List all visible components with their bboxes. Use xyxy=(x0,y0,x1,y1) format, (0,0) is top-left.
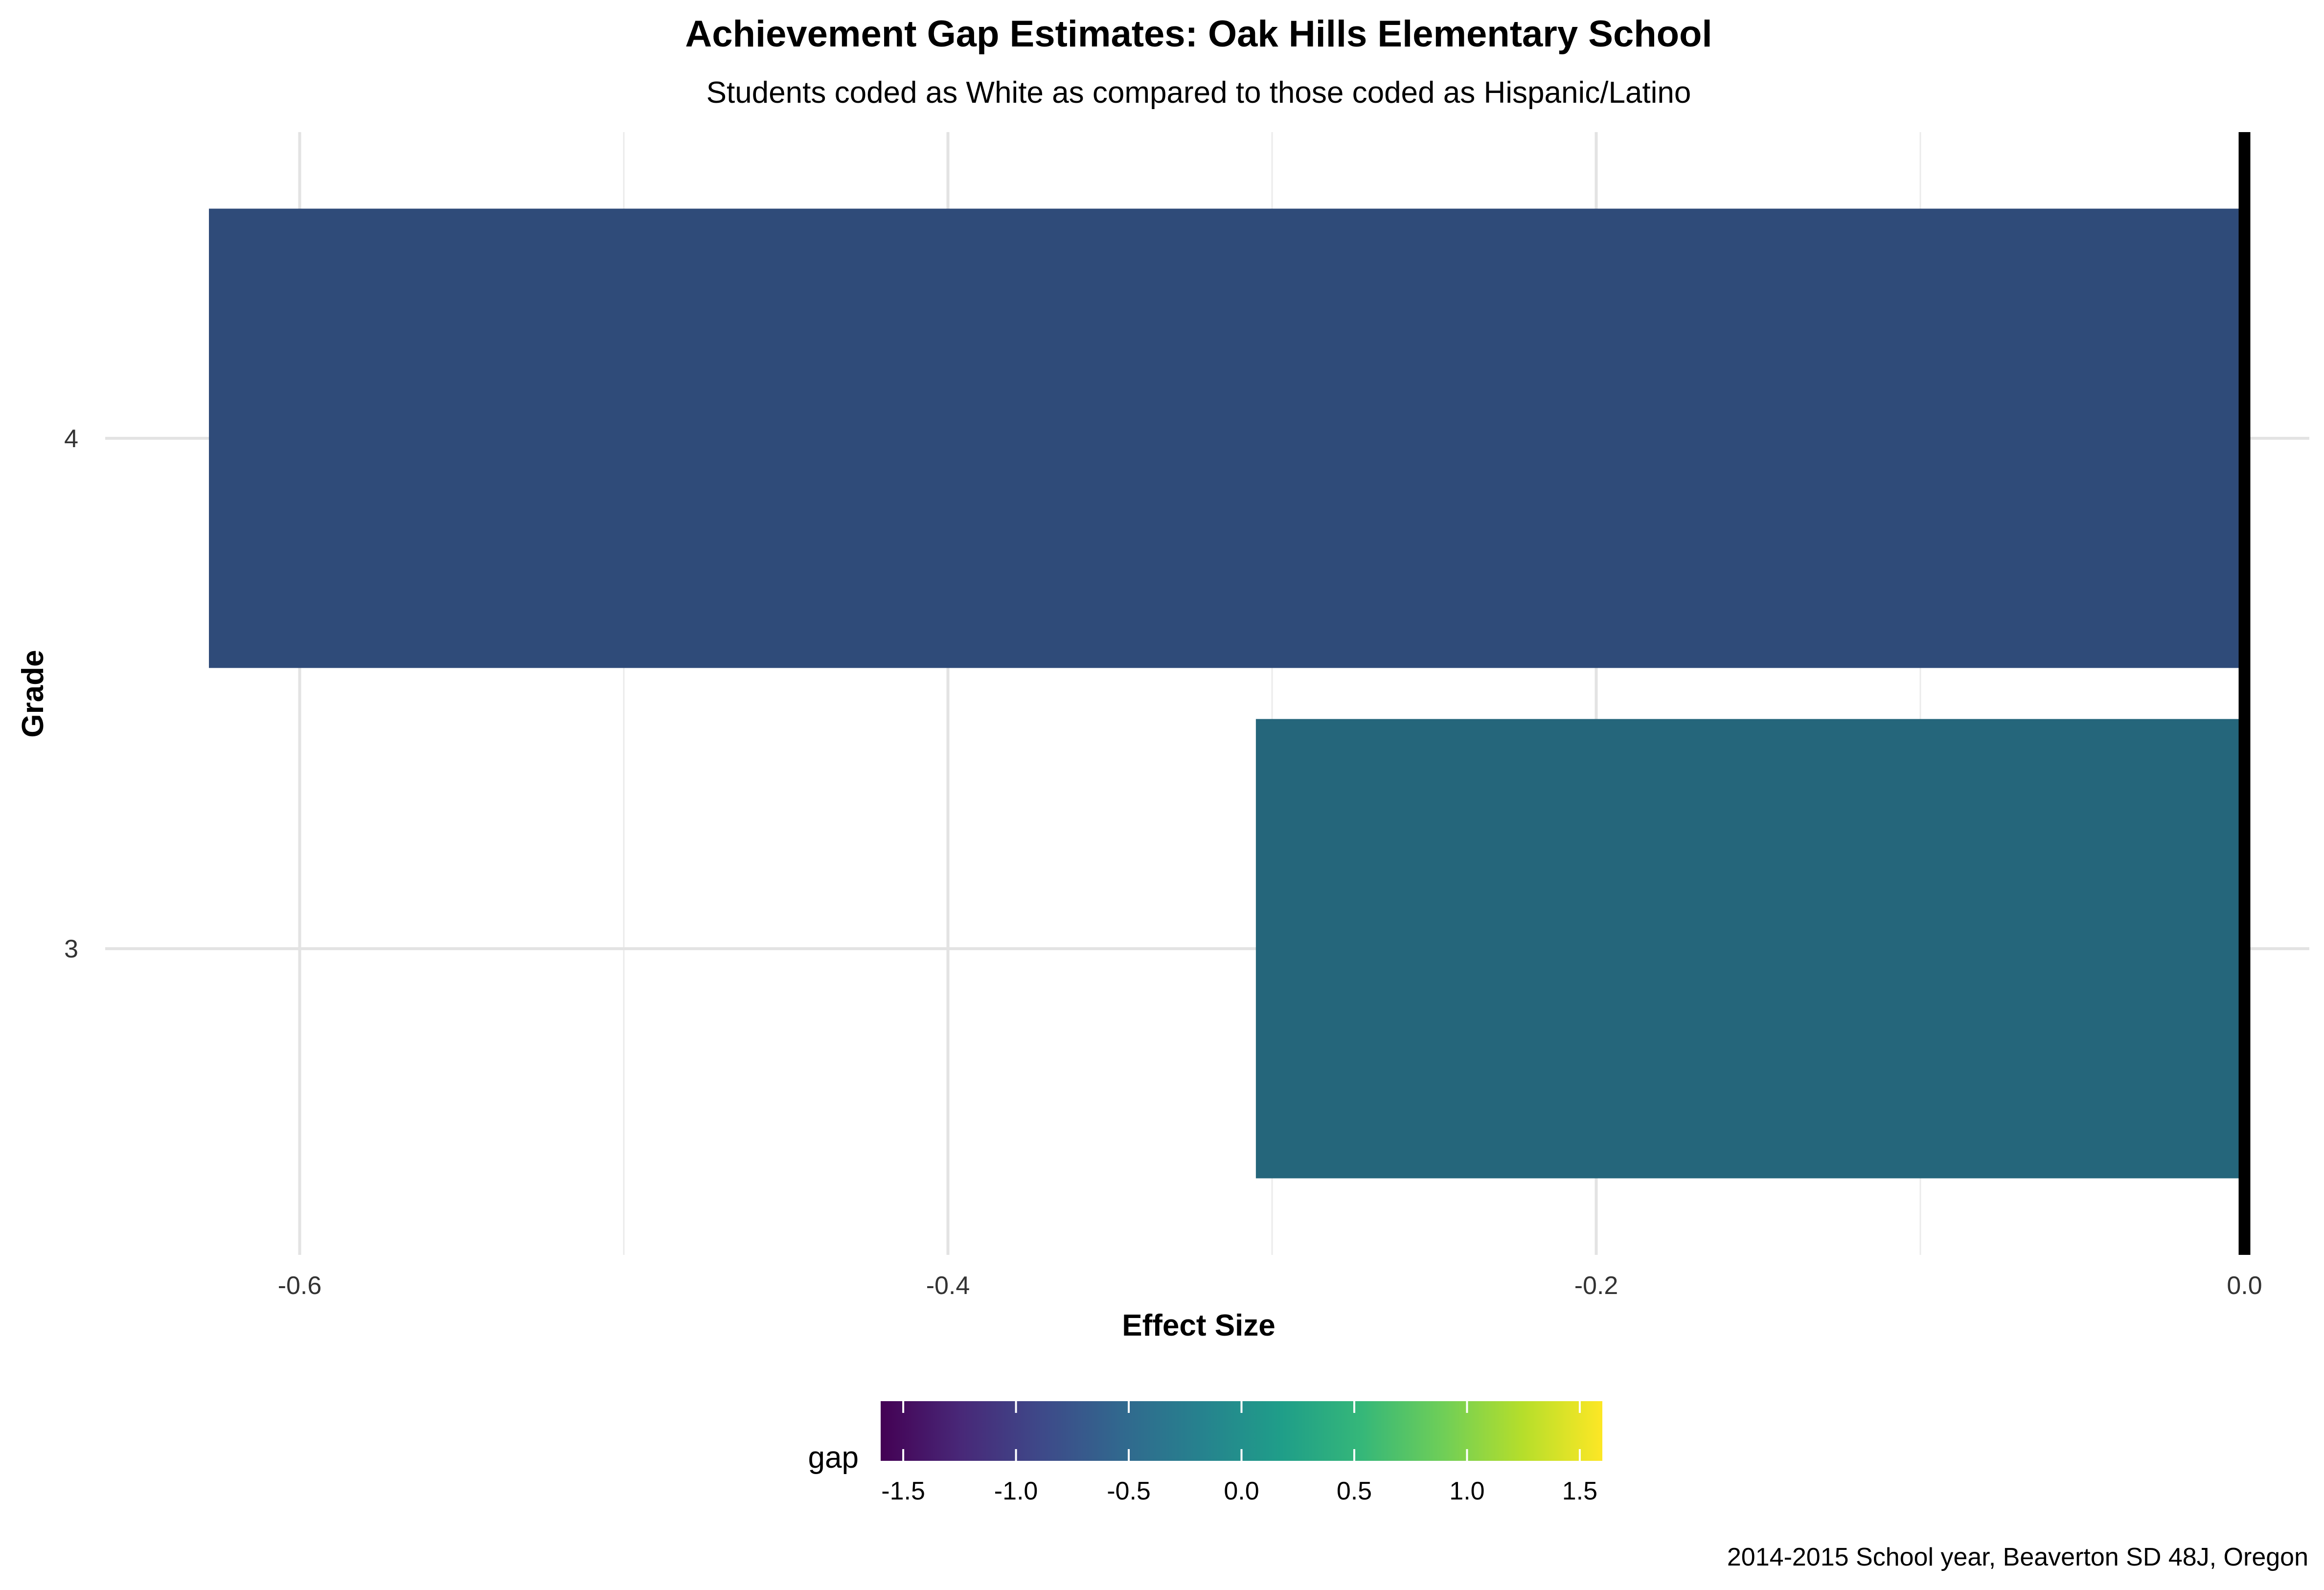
x-axis-ticks: -0.6 -0.4 -0.2 0.0 xyxy=(278,1272,2262,1300)
chart-title: Achievement Gap Estimates: Oak Hills Ele… xyxy=(685,13,1712,55)
y-tick-label: 4 xyxy=(64,425,78,453)
bar-grade-4 xyxy=(209,208,2245,668)
color-legend: gap -1.5 -1.0 -0.5 0.0 0.5 1.0 1.5 xyxy=(808,1401,1602,1505)
colorbar-tick-label: 0.0 xyxy=(1224,1477,1259,1505)
y-axis-ticks: 34 xyxy=(64,425,78,963)
y-axis-title: Grade xyxy=(16,650,50,737)
chart-subtitle: Students coded as White as compared to t… xyxy=(706,76,1691,110)
colorbar-tick-label: 1.0 xyxy=(1449,1477,1484,1505)
bars xyxy=(209,208,2245,1179)
colorbar-tick-label: 0.5 xyxy=(1337,1477,1372,1505)
x-tick-label: 0.0 xyxy=(2227,1272,2262,1300)
colorbar-ticks: -1.5 -1.0 -0.5 0.0 0.5 1.0 1.5 xyxy=(881,1401,1597,1505)
x-tick-label: -0.4 xyxy=(926,1272,970,1300)
y-tick-label: 3 xyxy=(64,935,78,963)
colorbar-tick-label: -1.0 xyxy=(994,1477,1038,1505)
bar-grade-3 xyxy=(1255,719,2245,1179)
x-tick-label: -0.2 xyxy=(1574,1272,1618,1300)
legend-title: gap xyxy=(808,1441,859,1475)
colorbar-tick-label: -0.5 xyxy=(1107,1477,1151,1505)
chart-caption: 2014-2015 School year, Beaverton SD 48J,… xyxy=(1727,1543,2308,1571)
colorbar-tick-label: 1.5 xyxy=(1562,1477,1597,1505)
x-axis-title: Effect Size xyxy=(1122,1309,1276,1342)
colorbar-tick-label: -1.5 xyxy=(881,1477,925,1505)
x-tick-label: -0.6 xyxy=(278,1272,322,1300)
